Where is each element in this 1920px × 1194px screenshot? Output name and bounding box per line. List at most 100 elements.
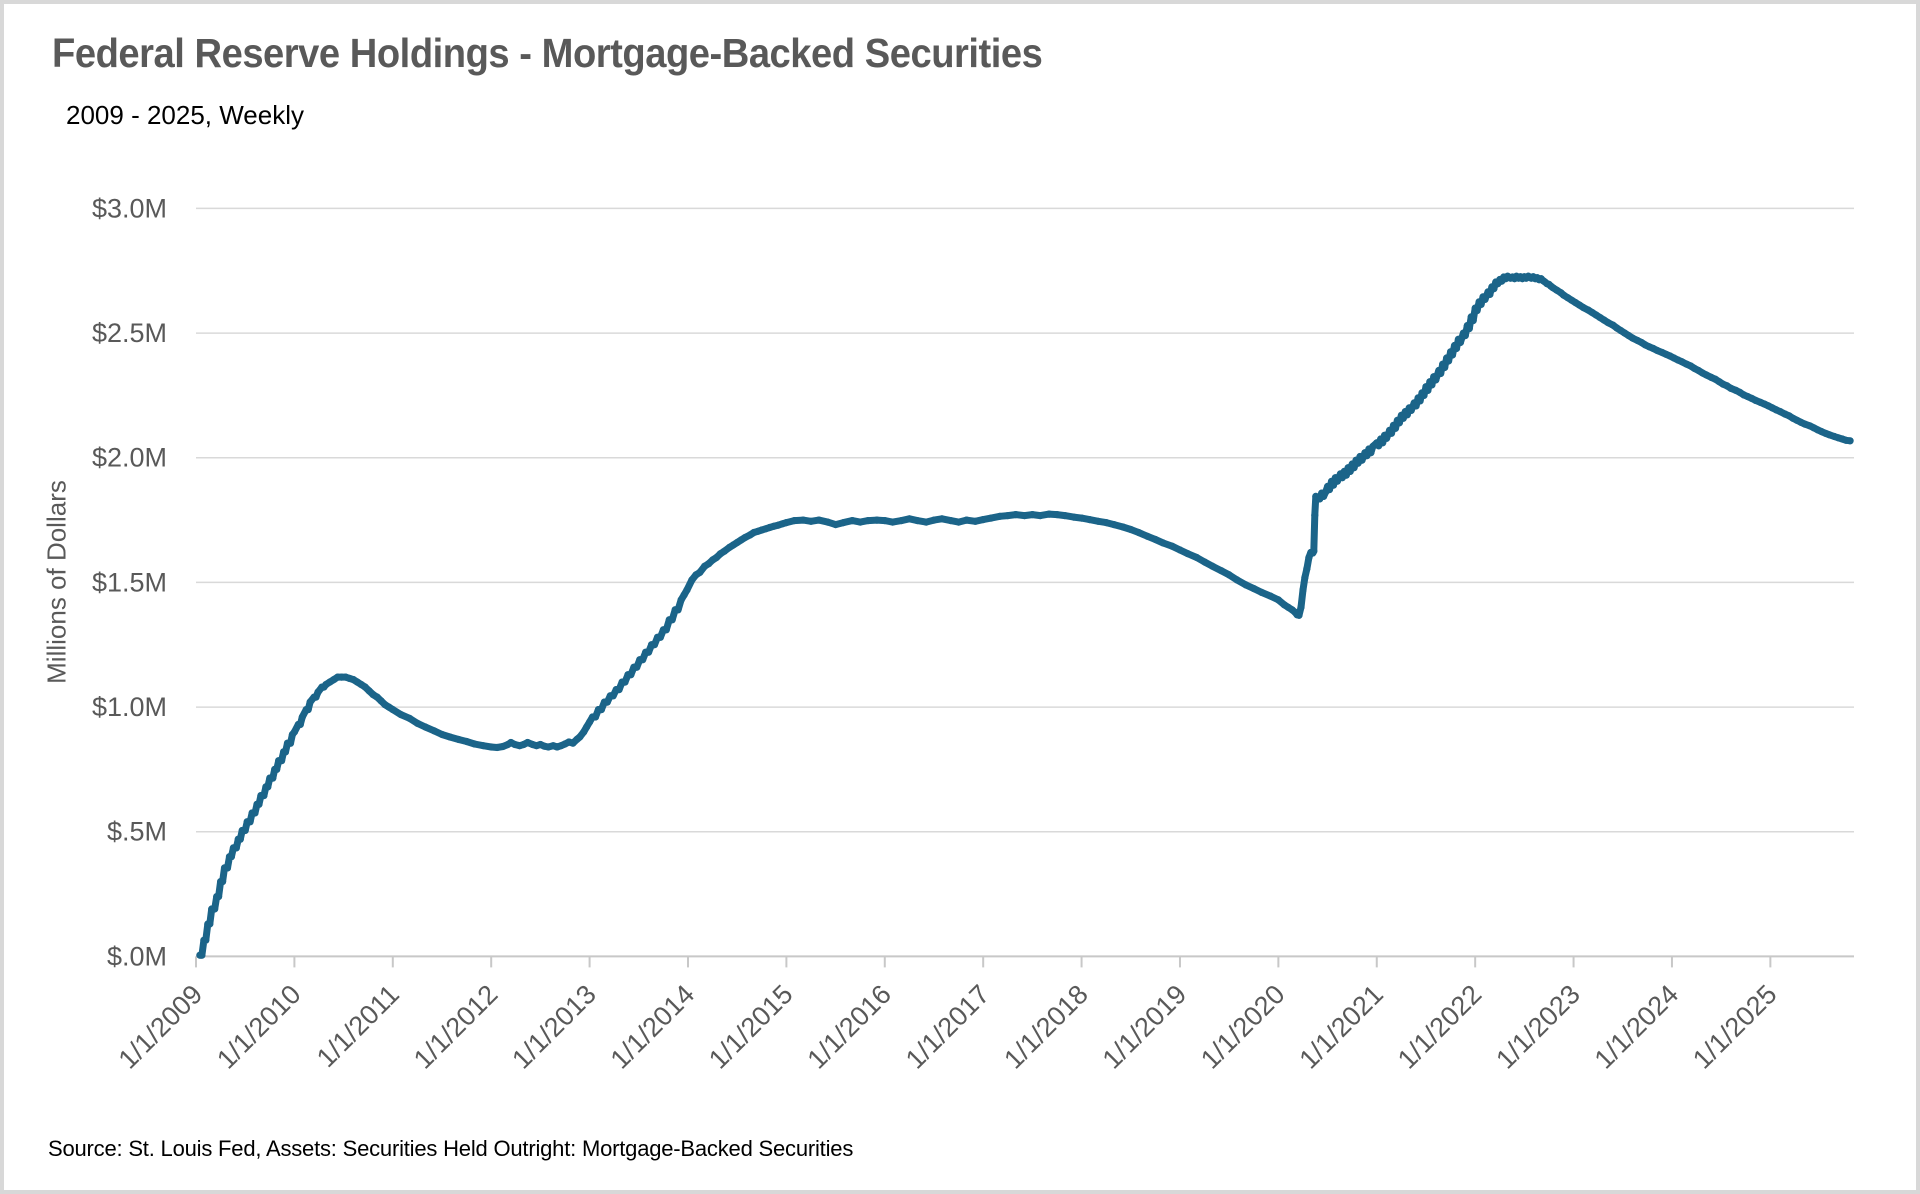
series-point	[281, 748, 290, 756]
series-point	[947, 517, 955, 525]
series-point	[930, 516, 938, 524]
series-point	[1486, 290, 1494, 298]
series-point	[1225, 571, 1233, 579]
series-point	[479, 742, 487, 750]
series-point	[1274, 596, 1282, 604]
series-point	[455, 735, 463, 744]
series-point	[1208, 562, 1216, 570]
series-point	[264, 783, 272, 791]
series-point	[1420, 391, 1428, 399]
series-point	[278, 757, 286, 765]
series-point	[463, 737, 471, 746]
series-point	[1176, 546, 1184, 554]
chart-title: Federal Reserve Holdings - Mortgage-Back…	[52, 30, 1043, 76]
series-point	[1151, 535, 1159, 544]
series-point	[1465, 325, 1473, 333]
series-point	[1297, 603, 1305, 611]
series-point	[1412, 402, 1420, 410]
series-point	[576, 733, 584, 741]
series-point	[470, 740, 479, 748]
series-point	[1383, 434, 1391, 442]
series-point	[223, 864, 232, 872]
series-point	[304, 706, 312, 714]
series-point	[255, 800, 263, 808]
series-point	[421, 723, 429, 731]
series-point	[790, 517, 798, 525]
series-point	[1416, 397, 1424, 405]
chart-subtitle: 2009 - 2025, Weekly	[66, 100, 304, 130]
series-point	[615, 686, 623, 694]
series-point	[720, 547, 729, 555]
series-point	[1258, 588, 1266, 597]
series-point	[251, 809, 259, 817]
series-point	[298, 713, 306, 721]
series-point	[688, 576, 696, 584]
series-point	[621, 678, 629, 686]
series-point	[1358, 456, 1366, 464]
x-tick-label: 1/1/2025	[1687, 979, 1783, 1075]
series-point	[236, 835, 244, 843]
x-tick-label: 1/1/2014	[605, 979, 701, 1075]
series-point	[897, 517, 906, 525]
series-point	[241, 826, 249, 835]
series-point	[996, 512, 1004, 520]
series-point	[656, 633, 665, 641]
series-point	[645, 648, 653, 656]
series-point	[848, 517, 856, 525]
series-point	[938, 515, 946, 523]
series-point	[913, 517, 921, 525]
line-chart-plot: $3.0M $2.5M $2.0M $1.5M $1.0M $.5M $.0M 1/1/200…	[92, 193, 1854, 1075]
series-point	[905, 515, 914, 523]
series-point	[1456, 338, 1464, 347]
series-point	[1428, 381, 1436, 389]
series-point	[1020, 512, 1029, 520]
series-point	[1045, 510, 1053, 518]
x-tick-label: 1/1/2020	[1195, 979, 1291, 1075]
series-point	[839, 519, 848, 527]
series-point	[260, 792, 268, 800]
series-point	[1441, 363, 1449, 372]
series-point	[1110, 521, 1118, 529]
series-point	[609, 692, 617, 700]
x-tick-label: 1/1/2021	[1293, 979, 1389, 1075]
series-point	[206, 920, 214, 928]
x-tick-label: 1/1/2012	[408, 979, 504, 1075]
series-point	[389, 706, 397, 714]
series-point	[1490, 285, 1498, 293]
series-point	[1445, 357, 1453, 365]
series-point	[597, 706, 606, 714]
series-point	[889, 518, 897, 526]
y-tick-label: $3.0M	[92, 193, 167, 223]
series-point	[1311, 511, 1319, 519]
series-point	[1310, 547, 1318, 555]
x-tick-label: 1/1/2015	[703, 979, 799, 1075]
series-point	[1295, 611, 1303, 619]
x-tick-label: 1/1/2019	[1097, 979, 1193, 1075]
x-axis	[195, 955, 1854, 968]
series-point	[273, 765, 281, 774]
series-point	[1012, 511, 1020, 519]
gridlines	[196, 207, 1854, 833]
series-point	[1193, 553, 1201, 562]
series-point	[1217, 567, 1225, 575]
series-point	[269, 774, 277, 782]
x-tick-label: 1/1/2017	[900, 979, 996, 1075]
series-point	[286, 739, 295, 747]
series-point	[683, 586, 691, 594]
series-point	[438, 730, 446, 739]
series-point	[1168, 542, 1176, 550]
series-point	[832, 521, 840, 529]
y-tick-label: $.5M	[107, 817, 167, 847]
series-point	[211, 905, 219, 913]
series-point	[807, 517, 815, 525]
series-point	[1004, 512, 1012, 520]
series-point	[1250, 585, 1258, 593]
y-tick-label: $2.5M	[92, 318, 167, 348]
series-point	[1367, 449, 1375, 457]
series-point	[955, 518, 963, 526]
series-point	[493, 743, 501, 752]
series-point	[215, 893, 223, 901]
series-point	[219, 878, 227, 886]
series-point	[971, 517, 979, 525]
